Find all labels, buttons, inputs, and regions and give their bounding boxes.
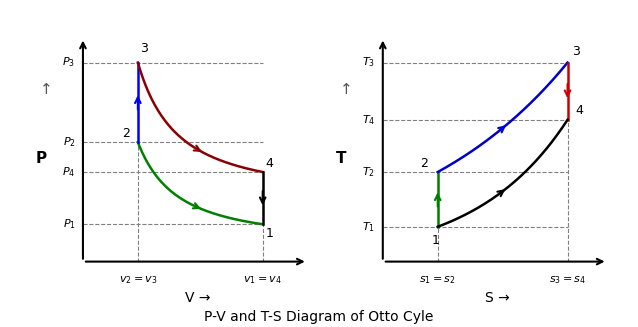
Text: $v_2 = v_3$: $v_2 = v_3$ (119, 274, 157, 286)
Text: P-V and T-S Diagram of Otto Cyle: P-V and T-S Diagram of Otto Cyle (204, 310, 434, 324)
Text: P: P (36, 151, 47, 166)
Text: 4: 4 (265, 157, 273, 169)
Text: $T_4$: $T_4$ (362, 113, 375, 127)
Text: 3: 3 (572, 44, 581, 58)
Text: 2: 2 (420, 157, 427, 169)
Text: $T_1$: $T_1$ (362, 220, 375, 234)
Text: 4: 4 (575, 104, 583, 117)
Text: $T_2$: $T_2$ (362, 165, 375, 179)
Text: $P_1$: $P_1$ (63, 217, 75, 231)
Text: 1: 1 (265, 227, 273, 240)
Text: ↑: ↑ (40, 82, 52, 97)
Text: T: T (336, 151, 346, 166)
Text: V →: V → (185, 291, 211, 305)
Text: $P_4$: $P_4$ (62, 165, 75, 179)
Text: $s_3 = s_4$: $s_3 = s_4$ (549, 274, 586, 286)
Text: $P_3$: $P_3$ (63, 56, 75, 69)
Text: $T_3$: $T_3$ (362, 56, 375, 69)
Text: ↑: ↑ (339, 82, 352, 97)
Text: 2: 2 (122, 127, 130, 140)
Text: $P_2$: $P_2$ (63, 135, 75, 149)
Text: $s_1 = s_2$: $s_1 = s_2$ (419, 274, 456, 286)
Text: 3: 3 (140, 42, 148, 55)
Text: 1: 1 (431, 234, 439, 247)
Text: $v_1 = v_4$: $v_1 = v_4$ (243, 274, 282, 286)
Text: S →: S → (486, 291, 510, 305)
